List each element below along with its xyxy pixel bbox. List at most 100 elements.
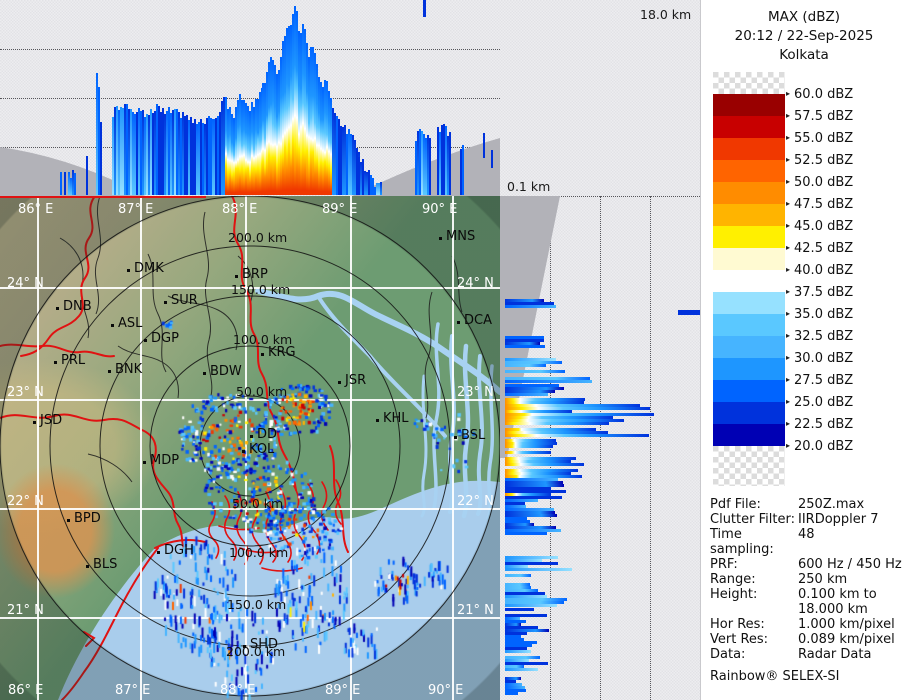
top-height-profile-panel[interactable] xyxy=(0,0,500,196)
dbz-tick: ▸ 52.5 dBZ xyxy=(786,153,854,168)
echo-bar xyxy=(190,117,192,195)
echo-bar xyxy=(170,112,172,195)
tick-arrow-icon: ▸ xyxy=(786,375,791,384)
range-ring-label: 50.0 km xyxy=(236,384,288,399)
echo-bar xyxy=(227,109,229,195)
echo-bar xyxy=(421,131,423,195)
city-label: DNB xyxy=(63,299,92,314)
city-label: ASL xyxy=(118,316,143,331)
city-marker xyxy=(164,301,167,304)
colorbar-checker-band xyxy=(713,72,785,94)
colorbar-band xyxy=(713,204,785,226)
software-brand: Rainbow® SELEX-SI xyxy=(710,669,840,684)
info-value: 0.100 km to 18.000 km xyxy=(798,587,877,617)
tick-arrow-icon: ▸ xyxy=(786,441,791,450)
echo-bar xyxy=(366,171,368,195)
echo-bar xyxy=(306,42,308,195)
tick-arrow-icon: ▸ xyxy=(786,287,791,296)
latitude-label: 21° N xyxy=(457,603,494,618)
echo-bar xyxy=(378,182,380,195)
info-value: 1.000 km/pixel xyxy=(798,617,895,632)
echo-bar xyxy=(505,487,552,490)
echo-bar xyxy=(505,514,558,517)
echo-bar xyxy=(449,132,451,195)
colorbar-band xyxy=(713,358,785,380)
city-label: KOL xyxy=(249,442,275,457)
echo-bar xyxy=(245,103,247,195)
echo-bar xyxy=(445,125,447,195)
info-row: Clutter Filter: IIRDoppler 7 xyxy=(710,512,902,527)
latitude-label: 22° N xyxy=(7,494,44,509)
range-ring-label: 50.0 km xyxy=(232,496,284,511)
height-gridline xyxy=(550,196,551,700)
side-height-profile-panel[interactable] xyxy=(500,196,700,700)
info-label: Pdf File: xyxy=(710,497,761,512)
echo-bar xyxy=(505,562,558,565)
echo-bar xyxy=(140,110,142,195)
echo-bar xyxy=(225,97,227,195)
range-ring-label: 200.0 km xyxy=(226,644,286,659)
echo-bar xyxy=(505,568,572,571)
echo-bar xyxy=(204,124,206,195)
city-label: DGP xyxy=(151,331,179,346)
radar-map-view[interactable]: 86° E 86° E 87° E 87° E 88° E 88° E 89° E 89° E… xyxy=(0,196,500,700)
echo-bar xyxy=(174,109,176,195)
echo-bar xyxy=(180,118,182,195)
echo-bar xyxy=(505,668,539,671)
echo-bar xyxy=(505,614,547,617)
tick-arrow-icon: ▸ xyxy=(786,309,791,318)
echo-bar xyxy=(340,126,342,195)
echo-bar xyxy=(176,109,178,195)
echo-bar xyxy=(194,119,196,195)
city-label: JSR xyxy=(345,373,367,388)
tick-arrow-icon: ▸ xyxy=(786,243,791,252)
longitude-label: 87° E xyxy=(115,683,151,698)
echo-bar xyxy=(126,103,128,195)
city-marker xyxy=(144,339,147,342)
city-label: DGH xyxy=(164,543,194,558)
echo-bar xyxy=(262,83,264,195)
info-value: IIRDoppler 7 xyxy=(798,512,879,527)
echo-bar xyxy=(505,345,545,348)
dbz-tick: ▸ 32.5 dBZ xyxy=(786,329,854,344)
echo-bar xyxy=(360,161,362,195)
radar-site-name: Kolkata xyxy=(779,47,829,63)
latitude-label: 24° N xyxy=(457,276,494,291)
echo-bar xyxy=(352,135,354,195)
echo-bar xyxy=(332,108,334,195)
echo-bar xyxy=(239,94,241,195)
echo-bar xyxy=(505,442,557,445)
product-title: MAX (dBZ) 20:12 / 22-Sep-2025 Kolkata xyxy=(701,8,906,65)
echo-bar xyxy=(505,431,609,434)
city-label: MNS xyxy=(446,229,476,244)
echo-bar xyxy=(505,598,567,601)
echo-bar xyxy=(505,439,556,442)
echo-bar xyxy=(231,114,233,195)
echo-bar xyxy=(415,140,417,195)
echo-bar xyxy=(322,86,324,195)
echo-bar xyxy=(192,122,194,195)
echo-bar xyxy=(284,35,286,195)
echo-bar xyxy=(505,589,538,592)
echo-bar xyxy=(150,109,152,195)
longitude-label: 88° E xyxy=(220,683,256,698)
info-row: Height: 0.100 km to 18.000 km xyxy=(710,587,902,617)
echo-bar xyxy=(376,183,378,195)
info-value: 48 xyxy=(798,527,815,542)
city-label: BPD xyxy=(74,511,101,526)
echo-bar xyxy=(380,182,382,195)
echo-bar xyxy=(505,496,563,499)
echo-bar xyxy=(678,310,700,315)
product-name: MAX (dBZ) xyxy=(767,9,841,25)
echo-bar xyxy=(505,299,544,302)
echo-bar xyxy=(302,24,304,195)
echo-bar xyxy=(130,109,132,195)
echo-bar xyxy=(505,659,529,662)
product-datetime: 20:12 / 22-Sep-2025 xyxy=(734,28,874,44)
echo-bar xyxy=(72,169,74,195)
city-marker xyxy=(250,435,253,438)
echo-bar xyxy=(505,490,567,493)
echo-bar xyxy=(344,125,346,195)
echo-bar xyxy=(447,136,449,195)
